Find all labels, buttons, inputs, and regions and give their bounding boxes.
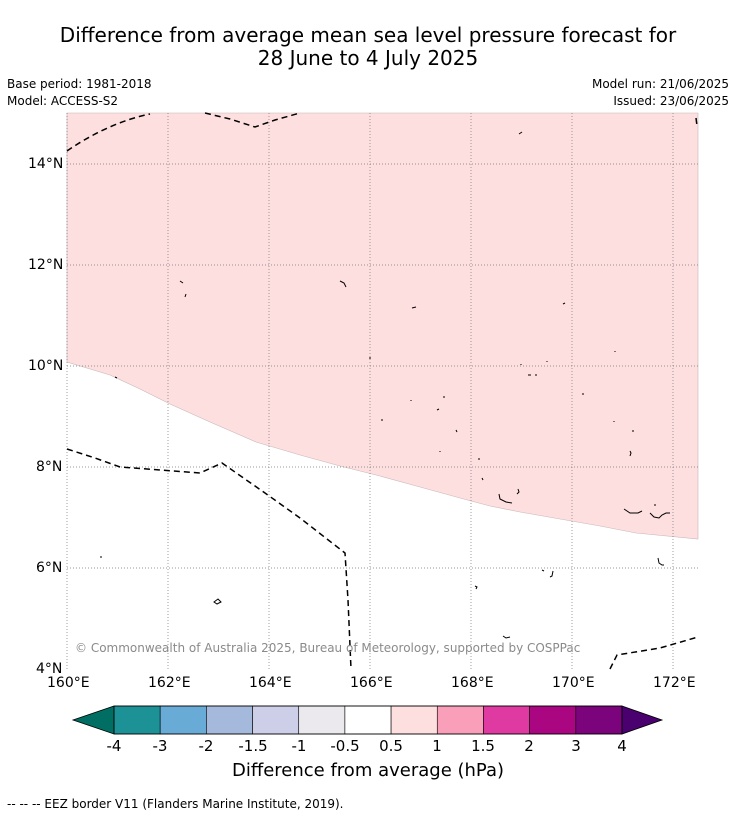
lat-label-14n: 14°N bbox=[28, 156, 64, 172]
colorbar-tick-label: -3 bbox=[152, 737, 168, 755]
chart-title-line2: 28 June to 4 July 2025 bbox=[257, 46, 479, 70]
island bbox=[339, 280, 347, 288]
island bbox=[657, 557, 664, 566]
colorbar-box bbox=[113, 705, 161, 735]
lat-label-4n: 4°N bbox=[36, 661, 63, 677]
lat-label-8n: 8°N bbox=[36, 459, 63, 475]
colorbar-box bbox=[159, 705, 207, 735]
eez-border-line bbox=[695, 117, 698, 127]
island bbox=[649, 512, 670, 519]
colorbar-tick-label: 4 bbox=[617, 737, 627, 755]
colorbar-box bbox=[436, 705, 484, 735]
colorbar-tick-label: 0.5 bbox=[379, 737, 403, 755]
island bbox=[114, 376, 118, 379]
colorbar-box bbox=[298, 705, 346, 735]
colorbar-extend-high bbox=[621, 705, 664, 735]
lon-label-166e: 166°E bbox=[350, 675, 393, 691]
colorbar-extend-low bbox=[71, 705, 115, 735]
map-panel bbox=[66, 112, 699, 670]
eez-legend: -- -- -- EEZ border V11 (Flanders Marine… bbox=[7, 797, 344, 811]
colorbar-box bbox=[575, 705, 623, 735]
pressure-anomaly-region bbox=[66, 112, 699, 540]
lat-label-6n: 6°N bbox=[36, 560, 63, 576]
eez-border bbox=[66, 112, 699, 670]
island bbox=[179, 280, 187, 298]
island bbox=[623, 508, 643, 514]
chart-title-line1: Difference from average mean sea level p… bbox=[59, 23, 677, 47]
lon-label-160e: 160°E bbox=[47, 675, 90, 691]
island bbox=[541, 569, 554, 578]
colorbar-box bbox=[206, 705, 253, 735]
island bbox=[410, 393, 584, 401]
colorbar-boxes bbox=[113, 705, 623, 735]
colorbar-box bbox=[390, 705, 438, 735]
colorbar-tick-label: -2 bbox=[198, 737, 214, 755]
eez-border-line bbox=[204, 112, 301, 128]
colorbar-box bbox=[483, 705, 530, 735]
lon-label-172e: 172°E bbox=[653, 675, 696, 691]
lat-label-10n: 10°N bbox=[28, 358, 64, 374]
island bbox=[381, 408, 634, 433]
colorbar-box bbox=[529, 705, 577, 735]
map-gridlines bbox=[66, 113, 698, 669]
lon-label-162e: 162°E bbox=[148, 675, 191, 691]
colorbar-tick-label: 1 bbox=[432, 737, 442, 755]
island bbox=[213, 598, 222, 605]
islands bbox=[100, 131, 670, 639]
colorbar-tick-label: 3 bbox=[571, 737, 581, 755]
base-period-label: Base period: 1981-2018 bbox=[7, 77, 152, 91]
island bbox=[502, 635, 511, 639]
lon-label-164e: 164°E bbox=[249, 675, 292, 691]
island bbox=[498, 488, 520, 504]
colorbar-tick-label: -0.5 bbox=[330, 737, 360, 755]
island bbox=[411, 306, 417, 309]
colorbar-tick-label: -1.5 bbox=[238, 737, 268, 755]
lon-label-170e: 170°E bbox=[552, 675, 595, 691]
island bbox=[474, 585, 478, 590]
colorbar-tick-label: -4 bbox=[106, 737, 122, 755]
model-label: Model: ACCESS-S2 bbox=[7, 94, 119, 108]
island bbox=[439, 450, 632, 457]
colorbar-box bbox=[344, 705, 392, 735]
lat-label-12n: 12°N bbox=[28, 257, 64, 273]
lon-label-168e: 168°E bbox=[451, 675, 494, 691]
island bbox=[478, 458, 484, 481]
island bbox=[518, 131, 523, 135]
island bbox=[520, 361, 548, 376]
colorbar-outline bbox=[113, 705, 623, 735]
colorbar-tick-label: 2 bbox=[524, 737, 534, 755]
colorbar-title: Difference from average (hPa) bbox=[231, 760, 505, 781]
colorbar bbox=[71, 705, 664, 735]
model-run-label: Model run: 21/06/2025 bbox=[591, 77, 729, 91]
colorbar-tick-label: -1 bbox=[291, 737, 307, 755]
island bbox=[562, 302, 566, 305]
issued-label: Issued: 23/06/2025 bbox=[613, 94, 729, 108]
eez-border-line bbox=[66, 448, 352, 670]
copyright-notice: © Commonwealth of Australia 2025, Bureau… bbox=[75, 641, 581, 655]
eez-border-line bbox=[66, 113, 151, 152]
colorbar-tick-label: 1.5 bbox=[471, 737, 495, 755]
colorbar-box bbox=[252, 705, 300, 735]
